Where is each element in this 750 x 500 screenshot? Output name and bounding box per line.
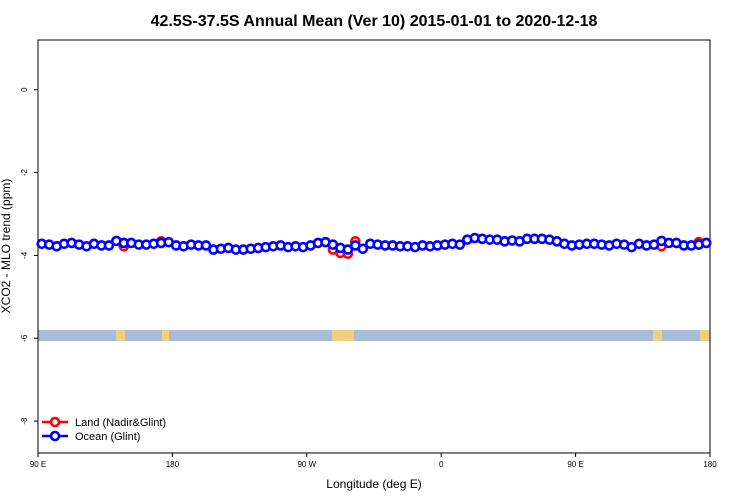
point [200,240,212,251]
x-tick-label: 0 [439,460,444,469]
x-tick-label: 90 E [567,460,583,469]
land-patch [332,330,354,341]
y-tick-label: -8 [20,417,29,425]
x-tick-label: 90 E [30,460,46,469]
chart-title: 42.5S-37.5S Annual Mean (Ver 10) 2015-01… [151,13,598,30]
legend-label: Ocean (Glint) [75,431,140,443]
y-tick-label: -6 [20,334,29,342]
point [357,243,369,255]
point [342,244,354,255]
point [103,240,115,251]
x-axis-label: Longitude (deg E) [326,477,421,491]
y-tick-label: -2 [20,168,29,176]
legend-marker [49,430,61,442]
point [454,239,466,250]
y-tick-label: -4 [20,251,29,259]
y-tick-label: 0 [20,87,29,92]
legend-label: Land (Nadir&Glint) [75,417,166,429]
x-tick-label: 180 [166,460,180,469]
legend-marker [49,416,61,428]
x-tick-label: 180 [703,460,717,469]
series [36,232,712,255]
y-axis-label: XCO2 - MLO trend (ppm) [0,179,13,314]
x-tick-label: 90 W [297,460,316,469]
land-patch [653,330,662,341]
land-patch [162,330,169,341]
land-patch [700,330,710,341]
land-patch [116,330,125,341]
legend: Land (Nadir&Glint) Ocean (Glint) [42,416,166,443]
mask-band [38,330,710,341]
ocean-band [38,330,710,341]
point [700,237,712,249]
